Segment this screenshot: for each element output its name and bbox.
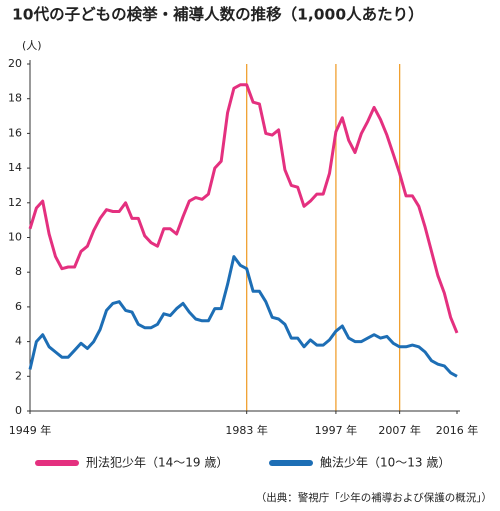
x-tick-label: 1983 年 — [225, 423, 268, 437]
chart-title: 10代の子どもの検挙・補導人数の推移（1,000人あたり） — [12, 5, 424, 24]
y-tick-label: 0 — [15, 404, 22, 417]
y-tick-label: 10 — [8, 231, 22, 244]
series-line — [28, 83, 459, 334]
series-line — [28, 255, 458, 378]
y-tick-label: 2 — [15, 369, 22, 382]
x-tick-label: 2016 年 — [436, 423, 479, 437]
legend-label: 触法少年（10〜13 歳） — [320, 456, 450, 470]
x-tick-label: 1997 年 — [315, 423, 358, 437]
source-note: （出典：警視庁「少年の補導および保護の概況」） — [256, 491, 492, 504]
x-tick-label: 2007 年 — [378, 423, 421, 437]
y-tick-label: 18 — [8, 92, 22, 105]
y-tick-label: 8 — [15, 265, 22, 278]
y-tick-label: 14 — [8, 161, 22, 174]
y-tick-label: 12 — [8, 196, 22, 209]
y-tick-label: 6 — [15, 300, 22, 313]
y-tick-label: 16 — [8, 126, 22, 139]
legend-label: 刑法犯少年（14〜19 歳） — [86, 456, 228, 470]
y-tick-label: 20 — [8, 57, 22, 70]
y-tick-label: 4 — [15, 335, 22, 348]
x-tick-label: 1949 年 — [9, 423, 52, 437]
y-unit: (人) — [22, 39, 42, 52]
